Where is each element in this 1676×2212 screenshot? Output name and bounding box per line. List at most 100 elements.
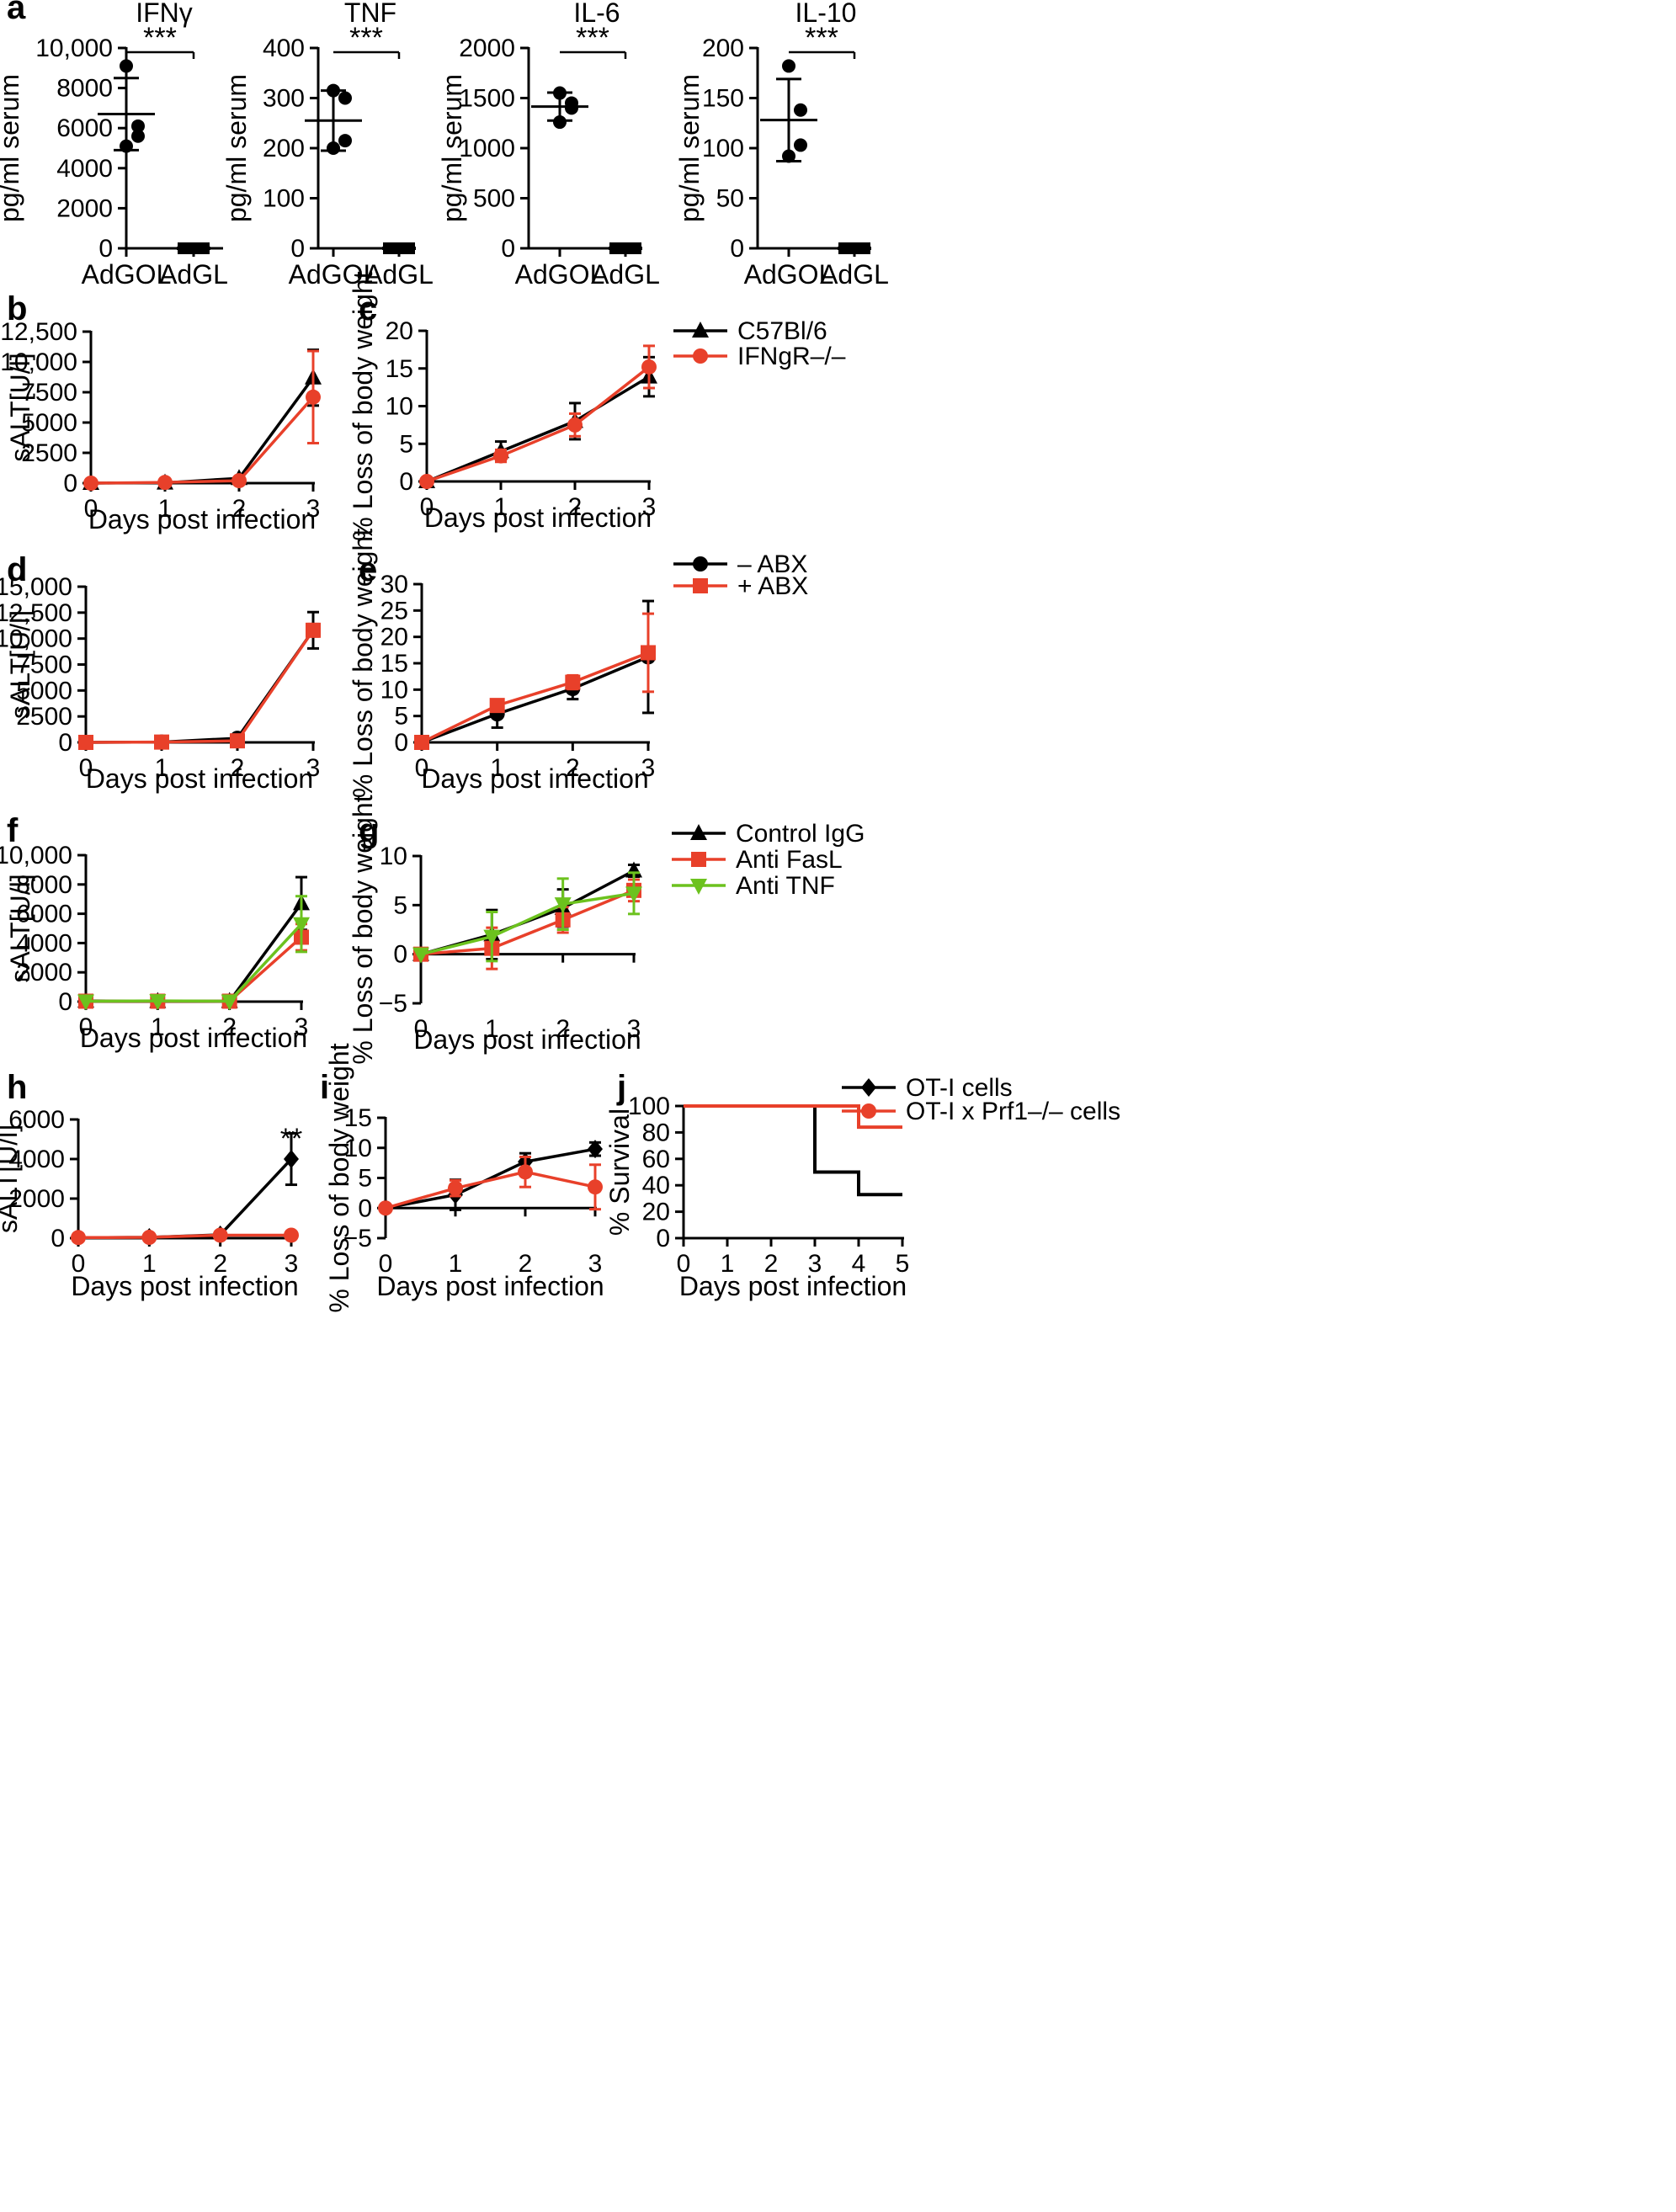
y-tick-label: −5: [379, 990, 407, 1018]
y-tick-label: 2000: [459, 35, 515, 62]
data-point: [565, 101, 578, 115]
data-point: [414, 735, 429, 750]
y-tick-label: 10,000: [0, 625, 72, 653]
y-tick-label: 10,000: [0, 842, 72, 869]
survival-curve-1: [684, 1104, 902, 1130]
legend-label: Control IgG: [736, 820, 865, 848]
y-tick-label: 0: [656, 1225, 670, 1252]
x-tick-label: 0: [677, 1250, 691, 1278]
y-axis-label: sALT[U/l]: [0, 1125, 23, 1233]
y-axis-label: % Loss of body weight: [348, 271, 378, 540]
x-tick-label: 2: [566, 754, 580, 782]
significance-stars: ***: [143, 22, 177, 54]
y-tick-label: 0: [394, 729, 408, 757]
data-point: [327, 83, 340, 98]
legend-label: Anti FasL: [736, 846, 843, 874]
data-point: [306, 622, 321, 638]
data-point: [120, 59, 133, 73]
data-point: [198, 242, 210, 254]
x-tick-label: 0: [415, 754, 429, 782]
x-tick-label: 1: [490, 754, 504, 782]
y-tick-label: 15: [386, 355, 413, 383]
x-tick-label: 3: [588, 1250, 603, 1278]
y-tick-label: 100: [263, 185, 305, 213]
data-point: [553, 86, 567, 100]
y-tick-label: 40: [642, 1172, 670, 1199]
data-point: [327, 141, 340, 155]
data-point: [794, 138, 807, 152]
legend-label: Anti TNF: [736, 872, 835, 900]
x-axis-label: Days post infection: [424, 502, 652, 533]
legend-marker: [693, 348, 708, 364]
y-tick-label: 0: [58, 729, 72, 757]
series-line-0: [85, 902, 303, 1003]
chart-title: TNF: [344, 0, 396, 28]
panel-label: j: [616, 1069, 626, 1106]
y-tick-label: 5: [358, 1165, 372, 1193]
x-tick-label: AdGOL: [744, 259, 834, 290]
y-tick-label: 60: [642, 1146, 670, 1173]
x-tick-label: 1: [485, 1015, 499, 1043]
y-tick-label: 0: [98, 235, 113, 263]
y-tick-label: 4000: [56, 155, 113, 183]
data-point: [448, 1180, 463, 1196]
x-tick-label: 5: [896, 1250, 910, 1278]
x-tick-label: 4: [852, 1250, 866, 1278]
legend-marker: [861, 1103, 876, 1119]
series-line-1: [90, 396, 315, 485]
data-point: [131, 129, 145, 143]
data-point: [78, 735, 93, 750]
data-point: [412, 947, 429, 964]
series-line-1: [85, 629, 315, 744]
y-tick-label: 10,000: [0, 348, 77, 376]
series-line-1: [421, 651, 649, 744]
x-tick-label: 3: [808, 1250, 822, 1278]
y-tick-label: 5: [393, 891, 407, 919]
legend-de: – ABX+ ABX: [673, 550, 808, 600]
y-axis-label: sALT[U/l]: [5, 610, 35, 719]
x-tick-label: 2: [568, 493, 583, 521]
series-line-0: [421, 655, 649, 744]
chart-a1: a 0 2000 4000 6000 8000 10,000 pg/ml serum AdGOL…: [0, 0, 228, 290]
x-tick-label: 1: [721, 1250, 735, 1278]
y-tick-label: 20: [380, 624, 408, 651]
x-tick-label: 2: [556, 1015, 570, 1043]
data-point: [483, 929, 501, 946]
x-axis-label: Days post infection: [413, 1024, 641, 1055]
data-point: [293, 917, 310, 933]
y-tick-label: 2500: [21, 439, 77, 467]
y-tick-label: 7500: [21, 379, 77, 407]
legend-marker: [693, 578, 708, 593]
data-point: [625, 886, 642, 903]
y-tick-label: 150: [702, 85, 744, 113]
y-tick-label: 15,000: [0, 573, 72, 601]
x-axis-label: Days post infection: [86, 763, 313, 794]
y-tick-label: 100: [628, 1093, 670, 1120]
panel-label: f: [7, 812, 19, 849]
data-point: [154, 734, 169, 750]
y-tick-label: 200: [263, 135, 305, 162]
y-tick-label: 400: [263, 35, 305, 62]
significance-stars: **: [280, 1123, 302, 1155]
y-tick-label: 12,500: [0, 599, 72, 627]
x-axis-label: Days post infection: [376, 1271, 604, 1301]
panel-label: g: [359, 812, 379, 849]
x-axis-label: Days post infection: [80, 1023, 307, 1053]
y-tick-label: 20: [386, 317, 413, 345]
y-tick-label: 0: [501, 235, 515, 263]
chart-title: IL-10: [795, 0, 857, 28]
y-axis-label: % Loss of body weight: [324, 1043, 354, 1312]
data-point: [419, 474, 434, 489]
panel-label: b: [7, 290, 27, 327]
x-tick-label: 1: [494, 493, 508, 521]
y-tick-label: 2000: [8, 1185, 65, 1213]
